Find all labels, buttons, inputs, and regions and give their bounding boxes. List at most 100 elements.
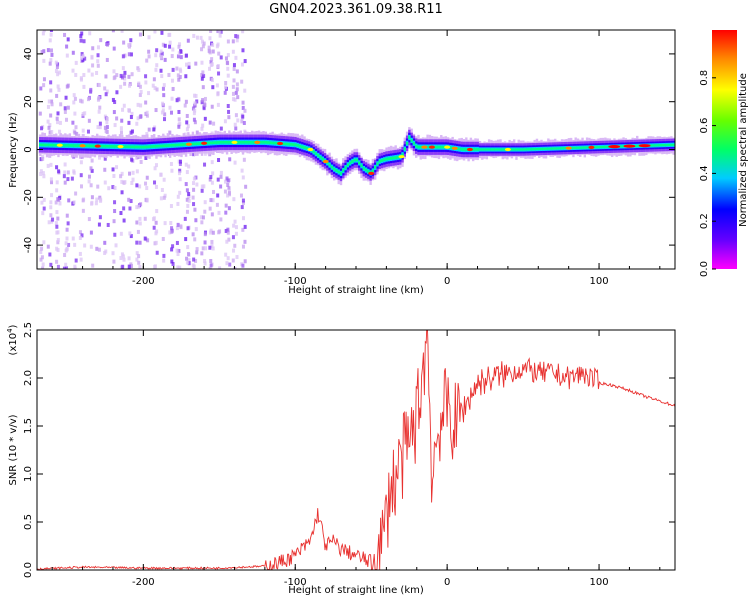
ridge-mark	[196, 142, 199, 146]
noise-point	[123, 180, 127, 185]
noise-point	[210, 180, 214, 185]
noise-point	[46, 48, 50, 53]
noise-point	[227, 115, 231, 120]
noise-point	[168, 40, 172, 45]
noise-point	[155, 250, 159, 255]
noise-point	[226, 61, 230, 66]
noise-point	[119, 211, 123, 216]
noise-point	[208, 266, 212, 269]
ridge-mark	[658, 144, 662, 147]
noise-point	[97, 155, 101, 160]
noise-point	[105, 125, 109, 130]
noise-point	[161, 101, 165, 106]
ridge-mark	[485, 148, 489, 151]
noise-point	[115, 116, 119, 121]
noise-point	[212, 121, 216, 126]
noise-point	[113, 232, 117, 237]
ridge-mark	[492, 148, 495, 151]
noise-point	[111, 167, 115, 172]
noise-point	[98, 215, 102, 220]
noise-point	[231, 235, 235, 240]
noise-point	[147, 91, 151, 96]
ridge-mark	[54, 143, 58, 147]
noise-point	[39, 169, 43, 174]
noise-point	[112, 69, 116, 74]
noise-point	[86, 129, 90, 134]
noise-point	[120, 30, 124, 33]
ridge-mark	[225, 141, 229, 144]
ridge-mark	[497, 148, 500, 151]
noise-point	[232, 197, 236, 202]
ridge-mark	[440, 145, 443, 149]
noise-point	[177, 122, 181, 127]
noise-point	[79, 98, 83, 103]
noise-point	[127, 264, 131, 269]
ridge-mark	[408, 136, 411, 139]
noise-point	[71, 120, 75, 125]
x-tick-label: -200	[132, 276, 155, 287]
ridge-mark	[667, 143, 671, 146]
ridge-mark	[266, 141, 270, 144]
ridge-mark	[216, 141, 220, 144]
noise-point	[54, 69, 58, 74]
noise-point	[240, 205, 244, 210]
noise-point	[194, 175, 198, 180]
noise-point	[152, 225, 156, 230]
ridge-hotspot	[623, 144, 636, 148]
ridge-hotspot	[428, 145, 435, 149]
noise-point	[155, 63, 159, 68]
noise-point	[42, 206, 46, 211]
noise-point	[49, 80, 53, 85]
ridge-mark	[314, 152, 318, 155]
ridge-mark	[137, 145, 140, 149]
ridge-mark	[105, 144, 108, 148]
noise-point	[232, 248, 236, 253]
noise-point	[192, 187, 196, 192]
noise-point	[97, 247, 101, 252]
noise-point	[193, 108, 197, 113]
noise-point	[103, 125, 107, 130]
noise-point	[81, 54, 85, 59]
noise-point	[202, 106, 206, 111]
noise-point	[63, 32, 67, 37]
noise-point	[63, 253, 67, 258]
x-tick-label: -100	[284, 577, 307, 588]
ridge-mark	[528, 148, 532, 151]
noise-point	[123, 76, 127, 81]
noise-point	[90, 55, 94, 60]
noise-point	[175, 240, 179, 245]
ridge-mark	[512, 148, 516, 151]
ridge-mark	[663, 144, 666, 147]
ridge-mark	[376, 162, 379, 166]
ridge-mark	[572, 146, 575, 149]
noise-point	[184, 237, 188, 242]
noise-point	[195, 182, 199, 187]
noise-point	[241, 216, 245, 221]
noise-point	[161, 236, 165, 241]
noise-point	[202, 41, 206, 46]
noise-point	[66, 177, 70, 182]
noise-point	[231, 97, 235, 102]
noise-point	[74, 191, 78, 196]
ridge-mark	[332, 167, 336, 171]
noise-point	[159, 172, 163, 177]
noise-point	[203, 261, 207, 266]
noise-point	[67, 198, 71, 203]
colorbar-tick-label: 0.8	[699, 70, 710, 86]
noise-point	[241, 30, 245, 34]
noise-point	[227, 186, 231, 191]
noise-point	[243, 59, 247, 64]
ridge-mark	[109, 145, 113, 148]
noise-point	[146, 238, 150, 243]
noise-point	[147, 35, 151, 40]
noise-point	[161, 86, 165, 91]
noise-point	[114, 243, 118, 248]
noise-point	[160, 30, 164, 35]
noise-point	[163, 117, 167, 122]
noise-point	[41, 266, 45, 269]
noise-point	[41, 154, 45, 159]
noise-point	[202, 74, 206, 79]
ridge-mark	[282, 142, 286, 146]
noise-point	[169, 204, 173, 209]
noise-point	[127, 256, 131, 261]
